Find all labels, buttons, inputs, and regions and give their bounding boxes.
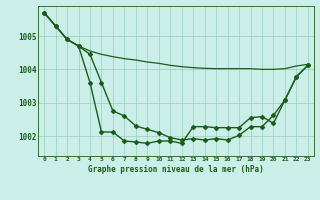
X-axis label: Graphe pression niveau de la mer (hPa): Graphe pression niveau de la mer (hPa) [88,165,264,174]
